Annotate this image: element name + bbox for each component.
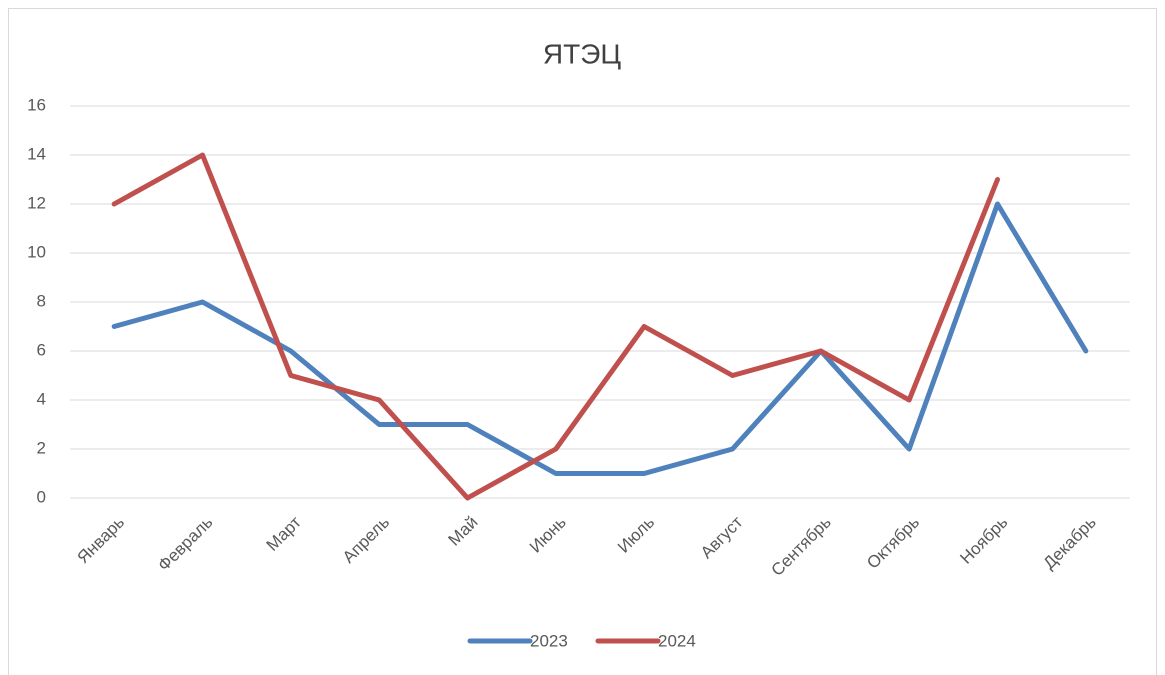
legend-label: 2023 bbox=[530, 631, 568, 650]
y-tick-label: 0 bbox=[37, 487, 46, 506]
y-tick-label: 16 bbox=[27, 95, 46, 114]
y-tick-label: 2 bbox=[37, 438, 46, 457]
chart-border bbox=[8, 8, 1157, 675]
y-tick-label: 12 bbox=[27, 193, 46, 212]
y-tick-label: 8 bbox=[37, 291, 46, 310]
y-tick-label: 4 bbox=[37, 389, 46, 408]
chart-title: ЯТЭЦ bbox=[543, 38, 621, 69]
line-series bbox=[111, 152, 1000, 501]
legend-label: 2024 bbox=[658, 631, 696, 650]
y-tick-label: 14 bbox=[27, 144, 46, 163]
y-tick-label: 10 bbox=[27, 242, 46, 261]
y-tick-label: 6 bbox=[37, 340, 46, 359]
